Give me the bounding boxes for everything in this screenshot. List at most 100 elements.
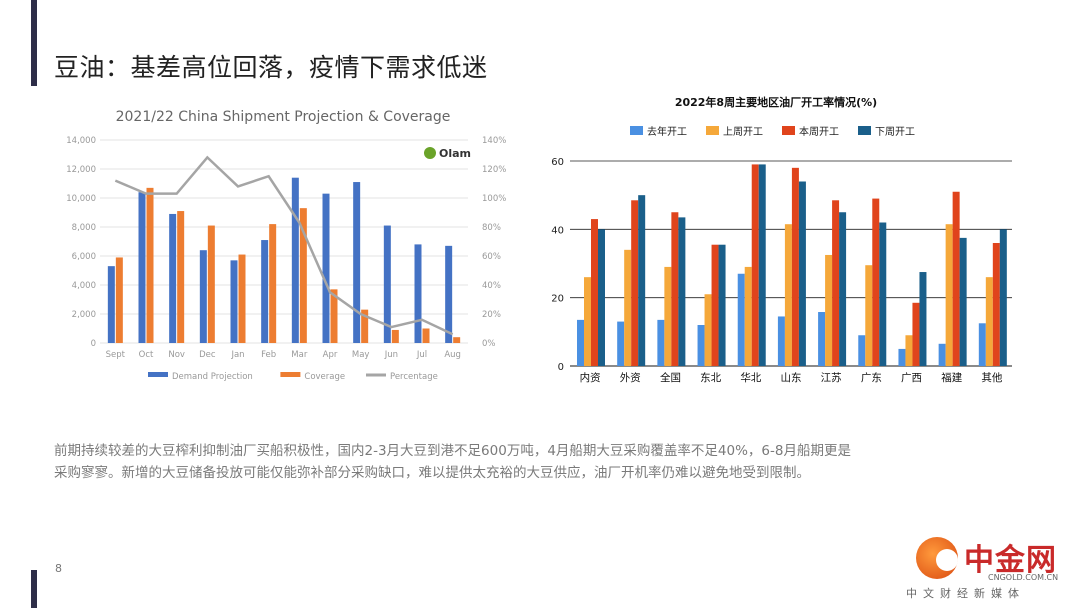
chart1-bar-demand-projection: [414, 244, 422, 343]
chart1-y-tick: 8,000: [72, 223, 96, 233]
chart1-bar-demand-projection: [383, 225, 391, 343]
chart2-legend-label: 下周开工: [875, 126, 915, 138]
chart1-x-tick: Apr: [323, 350, 338, 360]
chart1-x-tick: Oct: [139, 350, 154, 360]
chart1-y-tick: 4,000: [72, 281, 96, 291]
chart1-y-tick: 0: [91, 339, 96, 349]
chart2-bar-series-2: [952, 191, 960, 366]
page-number: 8: [55, 562, 62, 575]
chart2-bar-series-3: [678, 217, 686, 366]
chart2-bar-series-1: [744, 266, 752, 366]
chart1-x-tick: Jan: [230, 350, 244, 360]
chart2-title: 2022年8周主要地区油厂开工率情况(%): [675, 95, 877, 109]
chart2-bar-series-3: [959, 237, 967, 366]
chart1-y2-tick: 100%: [482, 194, 506, 204]
chart2-bar-series-2: [992, 243, 1000, 366]
chart2-legend-swatch: [858, 126, 871, 135]
chart1-bar-demand-projection: [169, 213, 177, 343]
chart2-bar-series-3: [758, 164, 766, 366]
chart2-y-tick: 0: [558, 362, 564, 373]
chart2-bar-series-0: [898, 348, 906, 366]
chart2-bar-series-0: [657, 319, 665, 366]
crush-rate-chart-svg: 2022年8周主要地区油厂开工率情况(%) 去年开工 上周开工 本周开工 下周开工 0 20…: [551, 95, 1012, 384]
chart1-bar-coverage: [146, 187, 154, 343]
chart2-bar-series-0: [938, 343, 946, 366]
chart2-x-tick: 广东: [861, 371, 882, 384]
chart1-bar-demand-projection: [230, 260, 238, 343]
chart2-bar-series-0: [818, 312, 826, 366]
chart2-x-tick: 全国: [660, 371, 681, 384]
chart1-x-tick: Nov: [168, 350, 185, 360]
chart2-bar-series-1: [624, 249, 632, 366]
chart1-percentage-line: [114, 155, 454, 336]
chart2-legend-swatch: [706, 126, 719, 135]
chart1-title: 2021/22 China Shipment Projection & Cove…: [116, 109, 451, 125]
body-paragraph: 前期持续较差的大豆榨利抑制油厂买船积极性，国内2-3月大豆到港不足600万吨，4…: [54, 440, 1014, 484]
chart1-bar-demand-projection: [353, 182, 361, 343]
chart2-bar-series-1: [905, 335, 913, 366]
cngold-logo-icon: [916, 537, 958, 579]
chart1-bar-coverage: [361, 309, 369, 343]
chart2-bar-series-0: [577, 319, 584, 366]
chart2-x-tick: 内资: [580, 371, 601, 384]
chart2-x-tick: 华北: [740, 371, 761, 384]
chart1-y2-tick: 120%: [482, 165, 506, 175]
chart1-x-tick: Sept: [106, 350, 126, 360]
chart1-y2-tick: 20%: [482, 310, 501, 320]
chart2-bar-series-2: [591, 219, 598, 366]
chart2-bar-series-2: [791, 167, 799, 366]
chart1-y-tick: 14,000: [66, 136, 96, 146]
chart1-y2-tick: 80%: [482, 223, 501, 233]
logo-cn-name: 中金网: [964, 543, 1057, 578]
chart1-y-tick: 12,000: [66, 165, 96, 175]
chart2-x-tick: 山东: [781, 371, 802, 384]
chart1-x-tick: Feb: [261, 350, 276, 360]
shipment-chart: 2021/22 China Shipment Projection & Cove…: [58, 98, 508, 388]
chart1-bar-coverage: [299, 208, 307, 343]
chart2-bar-series-0: [978, 323, 986, 366]
chart2-bar-series-3: [839, 212, 847, 366]
chart1-bar-coverage: [422, 328, 430, 343]
chart2-bar-series-2: [671, 212, 679, 366]
body-line-2: 采购寥寥。新增的大豆储备投放可能仅能弥补部分采购缺口，难以提供太充裕的大豆供应，…: [54, 465, 810, 481]
chart2-bar-series-3: [798, 181, 806, 366]
chart2-bar-series-3: [598, 229, 605, 366]
chart1-legend-label: Demand Projection: [172, 372, 253, 382]
chart2-x-tick: 其他: [981, 371, 1003, 384]
chart1-x-tick: Jul: [416, 350, 427, 360]
chart1-y-tick: 10,000: [66, 194, 96, 204]
chart1-legend-label: Coverage: [304, 372, 345, 382]
chart1-bar-demand-projection: [291, 177, 299, 343]
chart2-bar-series-1: [865, 265, 873, 366]
chart1-bar-coverage: [330, 289, 338, 343]
chart2-bar-series-2: [631, 200, 639, 366]
chart1-bar-coverage: [391, 329, 399, 343]
chart2-bar-series-0: [737, 273, 745, 366]
chart2-bar-series-3: [718, 244, 726, 366]
chart1-y2-tick: 140%: [482, 136, 506, 146]
chart2-x-tick: 外资: [620, 372, 641, 384]
chart2-bar-series-2: [872, 198, 880, 366]
shipment-chart-svg: 2021/22 China Shipment Projection & Cove…: [66, 109, 506, 382]
chart1-bar-coverage: [453, 337, 461, 343]
chart1-y2-tick: 40%: [482, 281, 501, 291]
chart2-bar-series-0: [858, 335, 866, 366]
chart2-bar-series-1: [664, 266, 672, 366]
chart2-bar-series-0: [777, 316, 785, 366]
chart2-legend-label: 上周开工: [723, 126, 763, 138]
chart1-bar-demand-projection: [138, 192, 146, 343]
chart2-bar-series-2: [751, 164, 759, 366]
chart2-x-tick: 广西: [901, 372, 922, 384]
chart2-bar-series-3: [879, 222, 887, 366]
chart2-legend-swatch: [782, 126, 795, 135]
accent-bar-bottom: [31, 570, 37, 608]
chart2-bar-series-3: [919, 272, 927, 366]
chart1-bar-coverage: [115, 257, 123, 343]
slide-title: 豆油：基差高位回落，疫情下需求低迷: [54, 53, 488, 82]
chart1-x-tick: Dec: [199, 350, 216, 360]
chart1-y-tick: 2,000: [72, 310, 96, 320]
chart1-bar-coverage: [207, 225, 215, 343]
chart1-y2-tick: 60%: [482, 252, 501, 262]
chart2-x-tick: 东北: [700, 371, 722, 384]
chart1-brand-label: Olam: [439, 147, 471, 160]
